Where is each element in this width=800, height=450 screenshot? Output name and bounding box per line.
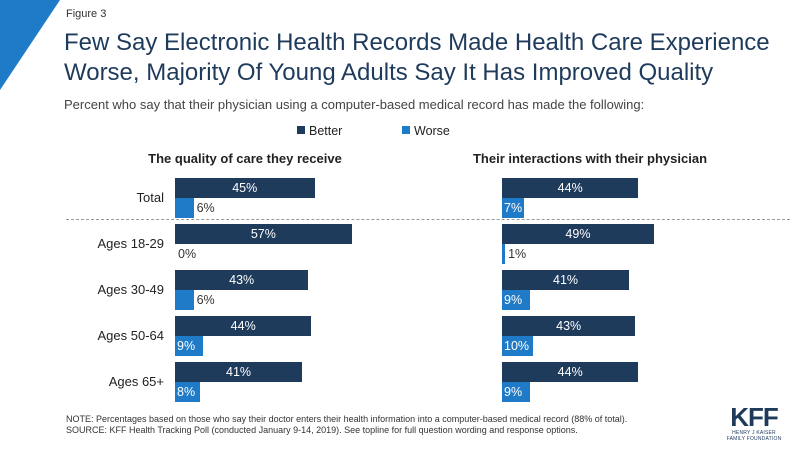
bar-panel1-ages-18-29-better xyxy=(175,224,352,244)
bar-panel1-ages-65-plus-better xyxy=(175,362,303,382)
total-divider-line xyxy=(66,219,790,220)
data-label-panel1-ages-50-64-better: 44% xyxy=(230,319,256,333)
data-label-panel1-ages-50-64-worse: 9% xyxy=(177,339,196,353)
legend-item-worse: Worse xyxy=(402,124,450,138)
data-label-panel2-ages-18-29-worse: 1% xyxy=(508,247,527,261)
bar-panel2-ages-65-plus-better xyxy=(502,362,639,382)
row-label-ages-65-plus: Ages 65+ xyxy=(108,374,164,389)
row-label-ages-18-29: Ages 18-29 xyxy=(97,236,165,251)
row-label-ages-30-49: Ages 30-49 xyxy=(97,282,165,297)
data-label-panel1-ages-18-29-better: 57% xyxy=(250,227,276,241)
footnote-source: SOURCE: KFF Health Tracking Poll (conduc… xyxy=(66,425,578,435)
legend-swatch-worse xyxy=(402,126,410,134)
bar-panel1-ages-30-49-better xyxy=(175,270,309,290)
row-label-ages-50-64: Ages 50-64 xyxy=(97,328,165,343)
footnote-note: NOTE: Percentages based on those who say… xyxy=(66,414,628,424)
data-label-panel2-ages-65-plus-better: 44% xyxy=(557,365,583,379)
bar-panel2-ages-65-plus-worse xyxy=(502,382,530,402)
data-label-panel2-ages-30-49-better: 41% xyxy=(553,273,579,287)
kff-logo-subtitle-1: HENRY J KAISER xyxy=(732,430,776,436)
chart-subtitle: Percent who say that their physician usi… xyxy=(64,97,645,112)
legend-swatch-better xyxy=(297,126,305,134)
bar-panel2-ages-50-64-worse xyxy=(502,336,533,356)
bar-panel2-ages-30-49-worse xyxy=(502,290,530,310)
data-label-panel2-ages-30-49-worse: 9% xyxy=(504,293,523,307)
data-label-panel2-total-better: 44% xyxy=(557,181,583,195)
corner-triangle-decoration xyxy=(0,0,60,90)
bar-panel1-ages-50-64-worse xyxy=(175,336,203,356)
bar-panel1-ages-65-plus-worse xyxy=(175,382,200,402)
chart-title-line-1: Few Say Electronic Health Records Made H… xyxy=(64,29,770,56)
legend-item-better: Better xyxy=(297,124,342,138)
bar-panel1-ages-30-49-worse xyxy=(175,290,194,310)
row-label-total: Total xyxy=(136,190,164,205)
data-label-panel2-ages-18-29-better: 49% xyxy=(565,227,591,241)
data-label-panel1-ages-30-49-worse: 6% xyxy=(196,293,215,307)
figure-label: Figure 3 xyxy=(66,8,107,20)
bar-panel2-ages-50-64-better xyxy=(502,316,636,336)
data-label-panel1-total-better: 45% xyxy=(232,181,258,195)
panel-title-quality: The quality of care they receive xyxy=(148,151,342,166)
kff-logo-mark: KFF xyxy=(730,402,779,432)
panel-title-interactions: Their interactions with their physician xyxy=(472,151,708,166)
kff-logo: KFF HENRY J KAISER FAMILY FOUNDATION xyxy=(722,404,786,442)
kff-logo-subtitle-2: FAMILY FOUNDATION xyxy=(726,436,782,442)
bar-panel2-total-better xyxy=(502,178,639,198)
bar-panel2-ages-30-49-better xyxy=(502,270,630,290)
bar-panel2-ages-18-29-better xyxy=(502,224,654,244)
bar-panel2-ages-18-29-worse xyxy=(502,244,506,264)
data-label-panel1-total-worse: 6% xyxy=(196,201,215,215)
bar-panel1-total-better xyxy=(175,178,315,198)
data-label-panel1-ages-18-29-worse: 0% xyxy=(178,247,197,261)
bar-panel1-ages-50-64-better xyxy=(175,316,312,336)
data-label-panel2-ages-50-64-better: 43% xyxy=(556,319,582,333)
data-label-panel2-ages-65-plus-worse: 9% xyxy=(504,385,523,399)
data-label-panel1-ages-65-plus-worse: 8% xyxy=(177,385,196,399)
data-label-panel2-ages-50-64-worse: 10% xyxy=(504,339,530,353)
footnote: NOTE: Percentages based on those who say… xyxy=(66,414,627,436)
data-label-panel1-ages-65-plus-better: 41% xyxy=(226,365,252,379)
legend-label-worse: Worse xyxy=(414,124,450,138)
data-label-panel2-total-worse: 7% xyxy=(504,201,523,215)
bar-panel1-total-worse xyxy=(175,198,194,218)
legend-label-better: Better xyxy=(309,124,343,138)
bar-panel2-total-worse xyxy=(502,198,524,218)
chart-title-line-2: Worse, Majority Of Young Adults Say It H… xyxy=(64,59,714,86)
data-label-panel1-ages-30-49-better: 43% xyxy=(229,273,255,287)
chart-title: Few Say Electronic Health Records Made H… xyxy=(64,28,794,88)
legend: Better Worse xyxy=(0,124,800,140)
